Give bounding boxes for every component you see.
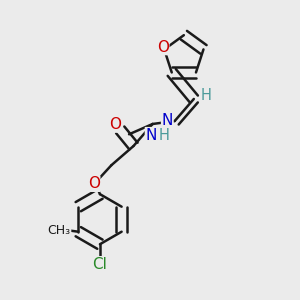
Text: H: H xyxy=(158,128,169,143)
Text: Cl: Cl xyxy=(92,257,107,272)
Text: N: N xyxy=(162,113,173,128)
Text: H: H xyxy=(201,88,212,103)
Text: O: O xyxy=(157,40,169,55)
Text: CH₃: CH₃ xyxy=(48,224,71,237)
Text: N: N xyxy=(146,128,157,143)
Text: O: O xyxy=(110,117,122,132)
Text: O: O xyxy=(88,176,100,191)
